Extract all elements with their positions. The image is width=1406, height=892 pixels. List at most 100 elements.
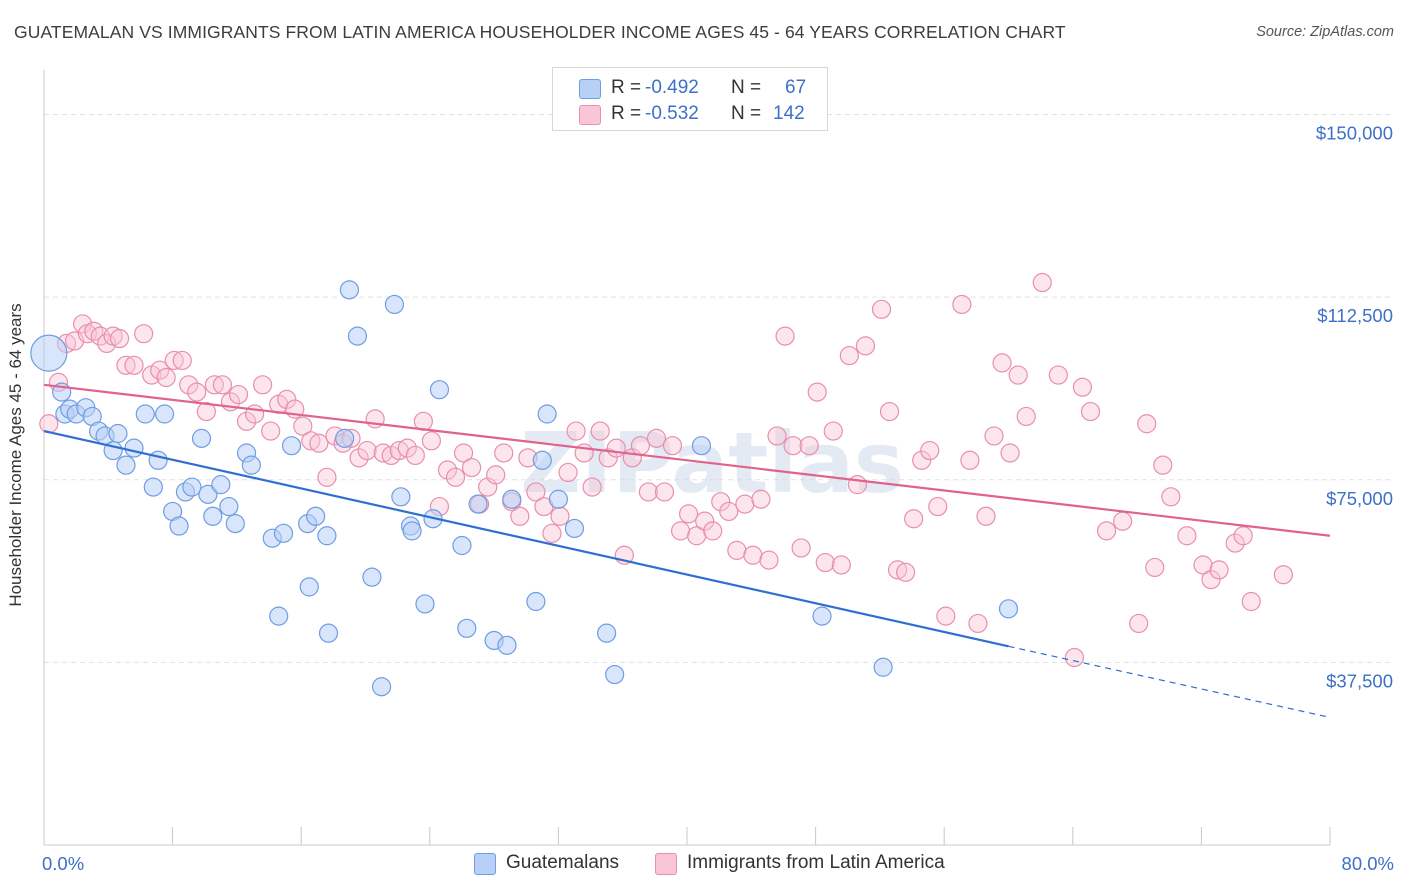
data-point-guatemalans [299, 577, 319, 597]
data-point-guatemalans [116, 455, 136, 475]
data-point-immigrants [486, 465, 506, 485]
data-point-immigrants [606, 438, 626, 458]
data-point-immigrants [920, 440, 940, 461]
data-point-immigrants [582, 477, 602, 497]
data-point-guatemalans [452, 535, 472, 556]
data-point-immigrants [695, 511, 715, 531]
data-point-immigrants [1241, 591, 1261, 612]
data-point-immigrants [196, 401, 216, 422]
data-point-guatemalans [429, 380, 450, 400]
data-point-immigrants [357, 440, 377, 461]
data-point-immigrants [1129, 613, 1149, 634]
axes [43, 70, 1331, 846]
data-point-guatemalans [597, 623, 617, 643]
y-tick-label: $37,500 [1326, 670, 1393, 691]
data-point-guatemalans [468, 494, 488, 514]
data-point-immigrants [839, 345, 859, 366]
data-point-immigrants [421, 431, 442, 451]
data-point-guatemalans [391, 487, 411, 507]
data-point-immigrants [566, 421, 586, 441]
data-point-immigrants [847, 475, 867, 495]
data-point-immigrants [1064, 647, 1085, 668]
r-value: -0.492 [645, 77, 699, 98]
data-point-guatemalans [812, 606, 832, 626]
data-point-immigrants [1145, 557, 1165, 578]
data-point-guatemalans [548, 489, 569, 509]
data-point-guatemalans [347, 326, 368, 346]
data-point-guatemalans [135, 404, 155, 424]
source-note: Source: ZipAtlas.com [1256, 24, 1394, 40]
data-point-guatemalans [415, 594, 435, 614]
data-point-immigrants [293, 416, 313, 436]
x-tick-label: 80.0% [1342, 853, 1394, 874]
data-point-immigrants [952, 294, 972, 315]
data-point-immigrants [1072, 377, 1093, 397]
data-point-immigrants [1000, 443, 1020, 463]
data-point-guatemalans [497, 635, 517, 655]
data-point-guatemalans [532, 450, 552, 470]
data-point-immigrants [823, 421, 843, 441]
data-point-immigrants [1225, 533, 1245, 553]
data-point-immigrants [187, 382, 207, 402]
data-point-immigrants [775, 326, 795, 346]
data-point-immigrants [936, 606, 956, 626]
data-point-immigrants [1080, 401, 1101, 422]
data-point-guatemalans [241, 455, 261, 475]
gridlines [44, 114, 1392, 663]
data-point-immigrants [453, 443, 474, 463]
n-label: N = [731, 77, 762, 98]
data-point-immigrants [662, 436, 683, 456]
data-point-immigrants [670, 521, 691, 541]
data-point-immigrants [373, 443, 393, 463]
data-point-immigrants [767, 426, 787, 446]
data-point-immigrants [719, 501, 739, 522]
data-point-immigrants [437, 460, 458, 480]
data-point-guatemalans [564, 518, 585, 539]
data-point-immigrants [735, 494, 755, 514]
data-point-immigrants [960, 450, 980, 470]
data-point-immigrants [1113, 511, 1133, 531]
data-point-immigrants [630, 436, 650, 456]
tick-labels: $37,500 $75,000 $112,500 $150,000 0.0% 80.0% [42, 123, 1394, 874]
data-point-immigrants [164, 350, 184, 371]
data-point-immigrants [743, 545, 763, 565]
data-point-immigrants [1233, 526, 1253, 546]
data-point-guatemalans [273, 523, 294, 543]
trendline-guatemalans-extension [1008, 645, 1331, 718]
data-point-immigrants [179, 375, 199, 395]
data-point-immigrants [317, 467, 337, 487]
data-point-immigrants [150, 360, 170, 380]
data-point-immigrants [1008, 365, 1028, 385]
data-point-guatemalans [317, 526, 337, 546]
data-point-guatemalans [281, 436, 302, 456]
data-point-immigrants [1096, 521, 1117, 541]
y-tick-label: $75,000 [1326, 488, 1393, 509]
data-point-immigrants [831, 555, 851, 575]
data-point-guatemalans [148, 450, 168, 470]
pink-swatch-icon [579, 105, 601, 125]
data-point-guatemalans [191, 428, 212, 448]
data-point-guatemalans [225, 513, 245, 534]
data-point-immigrants [976, 506, 996, 526]
data-point-immigrants [879, 401, 900, 422]
data-point-immigrants [277, 389, 297, 410]
blue-swatch-icon [474, 853, 496, 875]
data-point-immigrants [759, 550, 779, 570]
data-point-immigrants [550, 506, 570, 526]
data-point-immigrants [236, 411, 257, 431]
data-point-immigrants [807, 382, 827, 402]
data-point-immigrants [638, 482, 659, 502]
data-point-immigrants [896, 562, 916, 582]
data-point-immigrants [542, 523, 562, 543]
legend-label: Immigrants from Latin America [687, 852, 945, 873]
data-point-immigrants [727, 540, 747, 560]
data-point-immigrants [349, 448, 369, 468]
data-point-guatemalans [108, 423, 128, 444]
data-point-immigrants [109, 328, 130, 349]
data-point-immigrants [204, 375, 224, 395]
data-point-guatemalans [30, 334, 68, 372]
data-point-immigrants [510, 506, 530, 526]
data-point-immigrants [598, 448, 618, 468]
data-point-immigrants [679, 504, 699, 524]
data-point-immigrants [904, 509, 924, 529]
